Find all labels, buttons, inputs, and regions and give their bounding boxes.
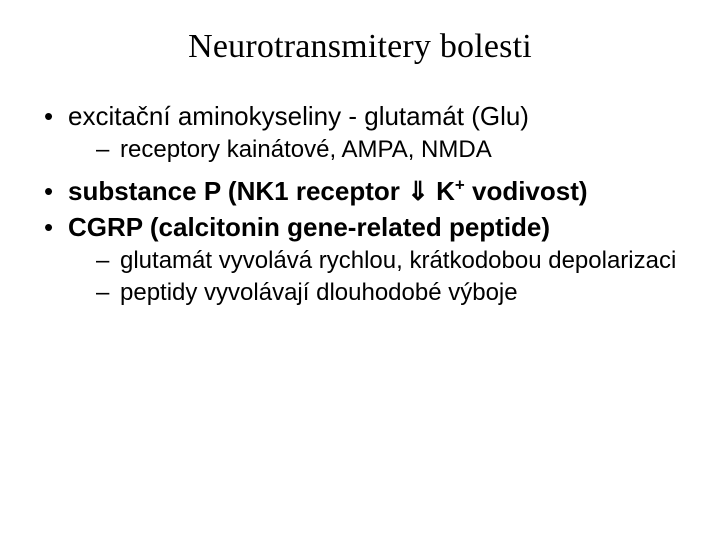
b1-em: glutamát: [364, 101, 464, 131]
slide: Neurotransmitery bolesti excitační amino…: [0, 0, 720, 540]
slide-title: Neurotransmitery bolesti: [40, 28, 680, 66]
bullet-list: excitační aminokyseliny - glutamát (Glu)…: [40, 100, 680, 308]
b2-sup: +: [455, 175, 465, 194]
bullet-1: excitační aminokyseliny - glutamát (Glu)…: [40, 100, 680, 165]
bullet-1-sublist: receptory kainátové, AMPA, NMDA: [68, 135, 680, 165]
b2-mid: (NK1 receptor: [221, 176, 407, 206]
b3-post: (calcitonin gene-related peptide): [143, 212, 550, 242]
bullet-3-sub1: glutamát vyvolává rychlou, krátkodobou d…: [68, 246, 680, 276]
b1-post: (Glu): [464, 101, 529, 131]
b1-pre: excitační aminokyseliny -: [68, 101, 364, 131]
bullet-3-sub2: peptidy vyvolávají dlouhodobé výboje: [68, 278, 680, 308]
b2-k: K: [429, 176, 455, 206]
b2-post: vodivost): [465, 176, 588, 206]
b2-em: substance P: [68, 176, 221, 206]
bullet-3-sublist: glutamát vyvolává rychlou, krátkodobou d…: [68, 246, 680, 308]
down-double-arrow-icon: ⇓: [407, 175, 429, 208]
bullet-1-sub: receptory kainátové, AMPA, NMDA: [68, 135, 680, 165]
bullet-2: substance P (NK1 receptor ⇓ K+ vodivost): [40, 175, 680, 208]
b3-em: CGRP: [68, 212, 143, 242]
bullet-3: CGRP (calcitonin gene-related peptide) g…: [40, 211, 680, 308]
